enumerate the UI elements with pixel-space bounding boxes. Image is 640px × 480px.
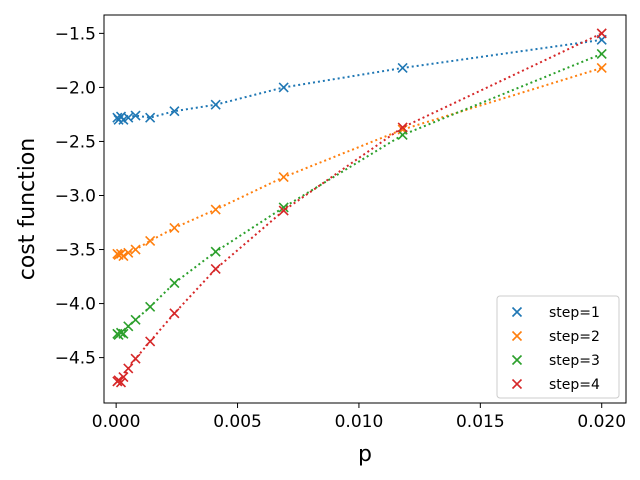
x-tick-label: 0.015: [456, 412, 505, 432]
data-point-step-3: [145, 301, 156, 312]
legend-label-4: step=4: [549, 377, 600, 393]
data-point-step-4: [123, 363, 134, 374]
y-tick-label: −3.5: [55, 241, 96, 261]
data-point-step-4: [118, 371, 129, 383]
legend: step=1 step=2 step=3 step=4: [496, 295, 620, 399]
data-point-step-4: [397, 122, 408, 133]
data-point-step-1: [145, 112, 156, 123]
legend-marker-4: [511, 378, 523, 390]
legend-marker-1: [511, 306, 523, 318]
data-point-step-1: [210, 99, 221, 110]
data-point-step-3: [210, 246, 221, 257]
data-point-step-2: [210, 204, 221, 215]
legend-label-1: step=1: [549, 305, 600, 321]
x-axis-ticks: 0.000 0.005 0.010 0.015 0.020: [92, 403, 626, 432]
data-point-step-3: [169, 277, 180, 289]
data-point-step-2: [123, 247, 134, 258]
legend-label-2: step=2: [549, 329, 600, 345]
data-point-step-2: [145, 235, 156, 246]
plot-frame: [103, 14, 627, 404]
data-point-step-2: [278, 172, 289, 183]
legend-marker-3: [511, 354, 523, 366]
data-point-step-3: [130, 314, 141, 325]
data-point-step-4: [596, 28, 607, 39]
legend-label-3: step=3: [549, 353, 600, 369]
y-tick-label: −2.5: [55, 132, 96, 152]
series-layer: [112, 28, 607, 388]
data-point-step-2: [130, 244, 141, 255]
x-axis-label: p: [358, 442, 372, 467]
data-point-step-1: [123, 112, 134, 123]
y-axis-ticks: −4.5 −4.0 −3.5 −3.0 −2.5 −2.0 −1.5: [55, 24, 104, 369]
data-point-step-1: [278, 82, 289, 93]
data-point-step-4: [169, 308, 180, 319]
y-tick-label: −2.0: [55, 78, 96, 98]
legend-box: [496, 295, 620, 399]
data-point-step-4: [210, 263, 221, 275]
legend-marker-2: [511, 330, 523, 342]
data-point-step-3: [278, 202, 289, 213]
data-point-step-4: [115, 377, 127, 388]
y-tick-label: −4.5: [55, 349, 96, 369]
data-point-step-4: [130, 353, 141, 364]
series-line-3: [116, 52, 603, 337]
data-point-step-1: [397, 62, 408, 74]
y-tick-label: −3.0: [55, 186, 96, 206]
data-point-step-1: [169, 106, 180, 117]
data-point-step-1: [130, 110, 141, 121]
data-point-step-4: [278, 205, 289, 216]
data-point-step-2: [169, 222, 180, 233]
x-tick-label: 0.005: [213, 412, 262, 432]
data-point-step-2: [118, 250, 129, 262]
data-point-step-3: [596, 48, 607, 59]
x-tick-label: 0.010: [335, 412, 384, 432]
y-tick-label: −4.0: [55, 295, 96, 315]
data-point-step-4: [145, 336, 156, 347]
y-tick-label: −1.5: [55, 24, 96, 44]
data-point-step-3: [118, 328, 129, 339]
data-point-step-3: [397, 129, 408, 141]
x-tick-label: 0.020: [577, 412, 626, 432]
x-tick-label: 0.000: [92, 412, 141, 432]
y-axis-label: cost function: [15, 138, 40, 281]
data-point-step-2: [596, 62, 607, 74]
